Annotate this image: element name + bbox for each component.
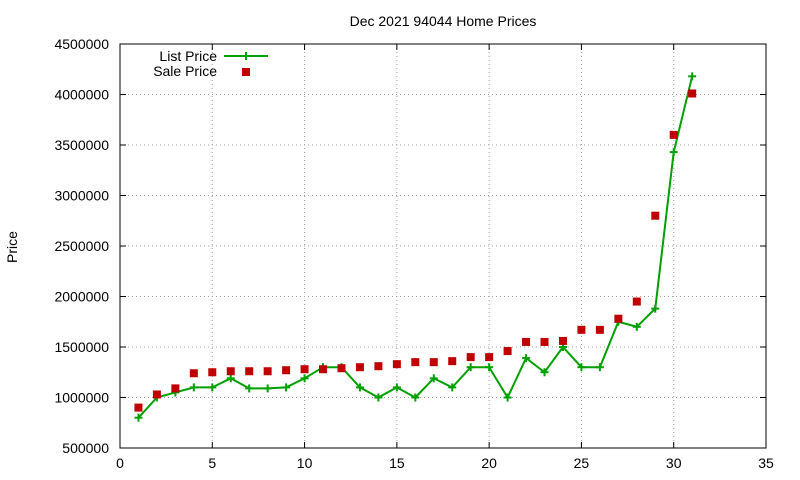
sale-price-point: [522, 337, 531, 346]
y-tick-label: 1000000: [54, 390, 109, 406]
x-tick-label: 35: [758, 455, 774, 471]
list-price-point: [466, 363, 475, 372]
list-price-point: [577, 363, 586, 372]
legend-entry-list-price: List Price: [159, 48, 268, 64]
sale-price-point: [411, 358, 420, 367]
list-price-point: [669, 148, 678, 157]
sale-price-point: [319, 365, 328, 374]
list-price-point: [134, 413, 143, 422]
list-price-point: [595, 363, 604, 372]
sale-price-point: [485, 353, 494, 362]
sale-price-point: [300, 365, 309, 374]
x-tick-label: 20: [481, 455, 497, 471]
sale-price-point: [558, 336, 567, 345]
sale-price-point: [503, 347, 512, 356]
x-tick-label: 10: [297, 455, 313, 471]
x-tick-label: 0: [116, 455, 124, 471]
list-price-point: [540, 368, 549, 377]
list-price-point: [300, 374, 309, 383]
tick-labels: 0 5 10 15 20 25 30 35 500000 1000000 1500000 200000…: [54, 36, 774, 471]
x-tick-label: 25: [574, 455, 590, 471]
sale-price-point: [632, 297, 641, 306]
legend-label: List Price: [159, 48, 217, 64]
y-tick-label: 4500000: [54, 36, 109, 52]
chart-title: Dec 2021 94044 Home Prices: [350, 13, 537, 29]
y-tick-label: 4000000: [54, 87, 109, 103]
series-layer: [134, 72, 697, 422]
sale-price-point: [355, 363, 364, 372]
list-price-point: [448, 383, 457, 392]
sale-price-point: [577, 325, 586, 334]
sale-price-point: [245, 367, 254, 376]
sale-price-point: [171, 384, 180, 393]
sale-price-point: [688, 89, 697, 98]
list-price-line: [137, 76, 694, 419]
list-price-point: [651, 304, 660, 313]
axis-ticks: [119, 43, 767, 449]
sale-price-point: [651, 211, 660, 220]
list-price-point: [355, 383, 364, 392]
list-price-point: [374, 393, 383, 402]
list-price-point: [245, 384, 254, 393]
y-tick-label: 3500000: [54, 137, 109, 153]
legend-square-marker: [242, 68, 250, 76]
x-tick-label: 30: [666, 455, 682, 471]
sale-price-point: [226, 367, 235, 376]
y-tick-label: 500000: [62, 440, 109, 456]
sale-price-point: [614, 314, 623, 323]
sale-price-point: [429, 358, 438, 367]
y-tick-label: 1500000: [54, 339, 109, 355]
y-tick-label: 2000000: [54, 289, 109, 305]
list-price-point: [282, 383, 291, 392]
legend-label: Sale Price: [153, 63, 217, 79]
sale-price-point: [669, 130, 678, 139]
list-price-point: [263, 384, 272, 393]
sale-price-point: [134, 403, 143, 412]
sale-price-point: [540, 337, 549, 346]
y-tick-label: 2500000: [54, 238, 109, 254]
list-price-point: [411, 393, 420, 402]
list-price-point: [226, 374, 235, 383]
list-price-point: [503, 393, 512, 402]
y-tick-label: 3000000: [54, 188, 109, 204]
sale-price-point: [466, 353, 475, 362]
x-tick-label: 5: [208, 455, 216, 471]
x-tick-label: 15: [389, 455, 405, 471]
list-price-point: [208, 383, 217, 392]
sale-price-point: [152, 390, 161, 399]
sale-price-point: [374, 362, 383, 371]
sale-price-point: [189, 369, 198, 378]
sale-price-point: [208, 368, 217, 377]
list-price-point: [189, 383, 198, 392]
list-price-point: [392, 383, 401, 392]
sale-price-point: [263, 367, 272, 376]
list-price-point: [522, 354, 531, 363]
list-price-point: [429, 374, 438, 383]
y-axis-label: Price: [4, 231, 20, 263]
grid-lines: [120, 44, 766, 448]
list-price-point: [688, 72, 697, 81]
sale-price-point: [392, 360, 401, 369]
list-price-point: [632, 322, 641, 331]
sale-price-point: [595, 325, 604, 334]
sale-price-point: [282, 366, 291, 375]
sale-price-point: [448, 357, 457, 366]
sale-price-point: [337, 364, 346, 373]
list-price-point: [485, 363, 494, 372]
legend-entry-sale-price: Sale Price: [153, 63, 250, 79]
